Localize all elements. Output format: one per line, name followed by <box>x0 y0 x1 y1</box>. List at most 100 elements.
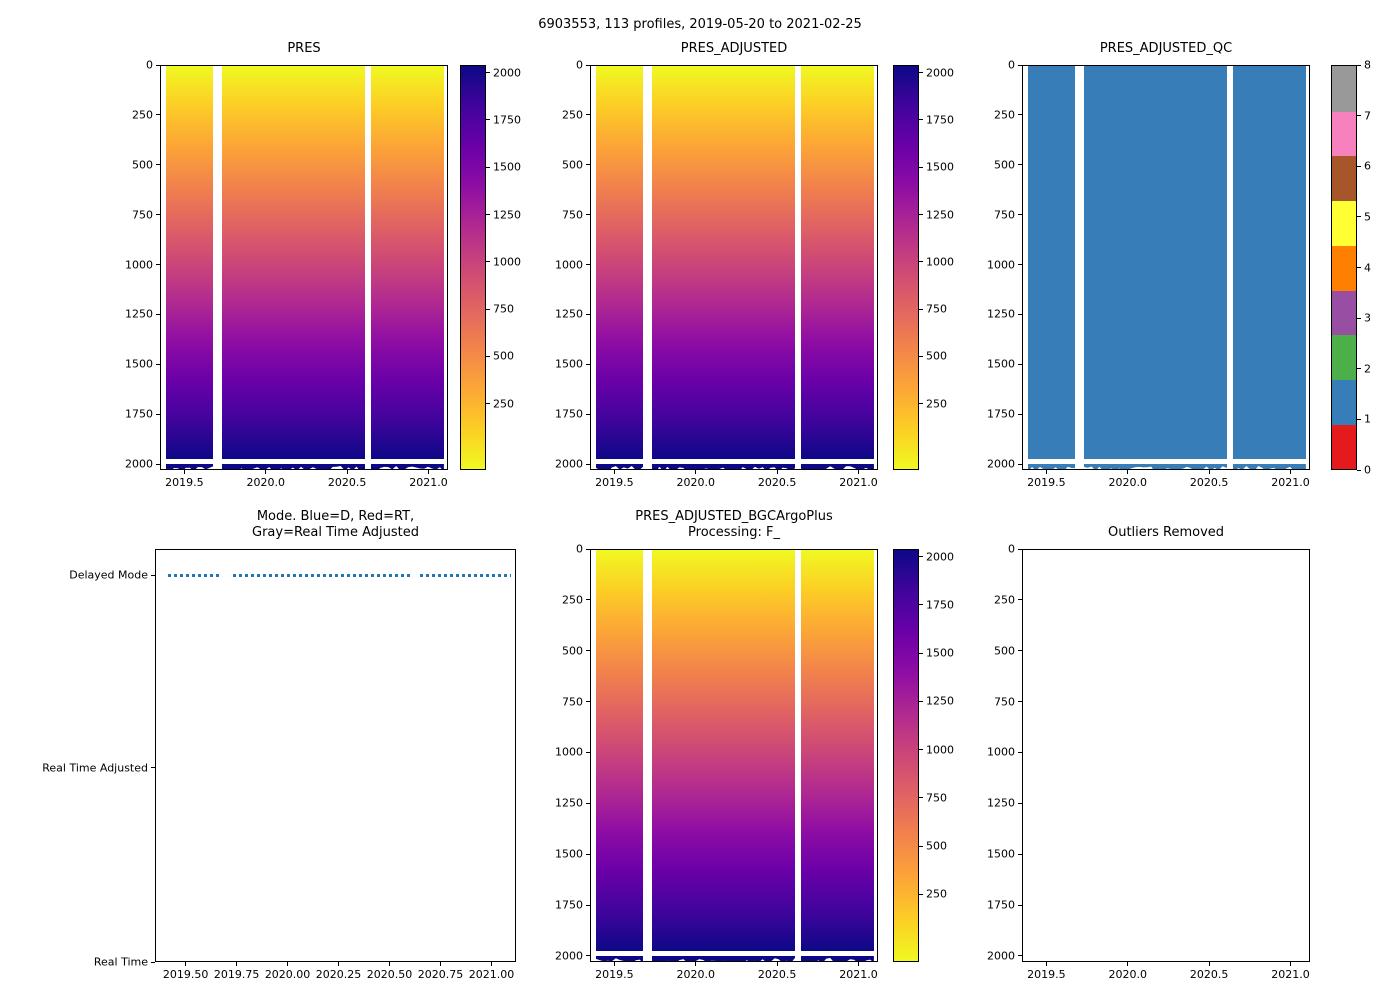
y-tick-label: 1000 <box>125 258 153 271</box>
colorbar-tick-label: 1750 <box>493 113 521 127</box>
x-tick-label: 2020.5 <box>327 476 367 489</box>
y-tick-label: 0 <box>1008 542 1015 556</box>
colorbar <box>893 65 919 470</box>
colorbar-tick-label: 7 <box>1364 109 1371 123</box>
y-category-label: Delayed Mode <box>69 568 148 582</box>
colorbar-tick-label: 500 <box>926 349 947 363</box>
plot-title: Outliers Removed <box>1022 525 1310 541</box>
plot-title: PRES_ADJUSTED_BGCArgoPlus Processing: F_ <box>590 509 878 541</box>
x-tick-mark <box>776 962 778 966</box>
x-tick-label: 2019.50 <box>162 968 209 981</box>
colorbar-segment <box>1332 289 1356 336</box>
colorbar-tick-mark <box>486 355 490 357</box>
y-tick-label: 1000 <box>555 745 583 759</box>
colorbar-tick-mark <box>1357 115 1361 117</box>
plot-area <box>161 66 447 469</box>
x-tick-mark <box>1289 962 1291 966</box>
x-tick-mark <box>491 962 493 966</box>
colorbar-tick-mark <box>919 403 923 405</box>
plot-title-line: Outliers Removed <box>1107 525 1225 540</box>
plot-title-line: Gray=Real Time Adjusted <box>252 525 419 540</box>
x-tick-mark <box>776 470 778 474</box>
plot-title-line: Mode. Blue=D, Red=RT, <box>256 509 415 524</box>
colorbar-tick-label: 250 <box>926 397 947 411</box>
y-tick-label: 1250 <box>555 796 583 810</box>
y-tick-label: 0 <box>576 542 583 556</box>
plot-title: PRES_ADJUSTED <box>590 41 878 57</box>
plot-title-line: Processing: F_ <box>688 525 780 540</box>
y-tick-label: 500 <box>994 158 1015 172</box>
colorbar-tick-mark <box>919 797 923 799</box>
colorbar-tick-label: 1250 <box>926 208 954 221</box>
colorbar-tick-label: 500 <box>926 839 947 853</box>
colorbar-tick-label: 6 <box>1364 159 1371 173</box>
colorbar-tick-mark <box>919 604 923 606</box>
y-tick-mark <box>1018 548 1022 550</box>
y-tick-mark <box>156 463 160 465</box>
y-tick-mark <box>586 114 590 116</box>
y-tick-label: 0 <box>146 58 153 72</box>
heatmap-fill <box>1027 66 1306 459</box>
y-tick-mark <box>586 955 590 957</box>
time-gap <box>1074 66 1085 469</box>
x-tick-mark <box>1045 470 1047 474</box>
colorbar-tick-label: 1500 <box>926 646 954 660</box>
y-tick-label: 0 <box>1008 58 1015 72</box>
y-tick-mark <box>151 574 155 576</box>
y-tick-mark <box>586 853 590 855</box>
y-tick-mark <box>586 413 590 415</box>
colorbar-tick-mark <box>1357 216 1361 218</box>
y-tick-label: 500 <box>994 644 1015 658</box>
colorbar-tick-mark <box>1357 368 1361 370</box>
y-tick-mark <box>586 164 590 166</box>
colorbar-segment <box>1332 245 1356 291</box>
colorbar-tick-mark <box>919 308 923 310</box>
y-tick-label: 1750 <box>555 407 583 421</box>
colorbar-tick-mark <box>1357 267 1361 268</box>
colorbar-tick-mark <box>1357 469 1361 471</box>
x-tick-label: 2019.5 <box>595 968 634 981</box>
x-tick-label: 2020.0 <box>676 968 716 981</box>
plot-title: PRES_ADJUSTED_QC <box>1022 41 1310 57</box>
plot-area <box>1023 66 1309 469</box>
time-gap <box>212 66 223 469</box>
x-tick-mark <box>236 962 238 966</box>
x-tick-mark <box>427 470 429 474</box>
y-tick-label: 1500 <box>987 357 1015 371</box>
x-tick-label: 2019.5 <box>1027 476 1066 489</box>
colorbar <box>893 549 919 962</box>
colorbar-tick-label: 2000 <box>493 66 521 80</box>
colorbar-tick-mark <box>919 893 923 895</box>
colorbar-segment <box>1332 200 1356 246</box>
colorbar-tick-mark <box>1357 418 1361 420</box>
colorbar-tick-label: 750 <box>926 791 947 805</box>
figure-suptitle: 6903553, 113 profiles, 2019-05-20 to 202… <box>538 17 862 32</box>
axes-pres <box>160 65 448 470</box>
profile-bottom-edge <box>595 950 874 961</box>
colorbar-tick-mark <box>1357 165 1361 167</box>
colorbar-segment <box>1332 110 1356 157</box>
time-gap <box>364 66 372 469</box>
profile-bottom-edge <box>1027 458 1306 469</box>
colorbar-tick-label: 0 <box>1364 463 1371 477</box>
y-tick-label: 1250 <box>125 307 153 321</box>
y-tick-mark <box>586 214 590 216</box>
y-tick-mark <box>586 64 590 66</box>
y-tick-mark <box>1018 214 1022 216</box>
y-tick-label: 0 <box>576 58 583 72</box>
colorbar-tick-label: 1000 <box>493 255 521 269</box>
y-tick-mark <box>151 767 155 769</box>
colorbar-tick-label: 5 <box>1364 210 1371 224</box>
y-tick-label: 750 <box>994 695 1015 709</box>
colorbar-segment <box>1332 155 1356 202</box>
y-tick-label: 1250 <box>555 307 583 321</box>
colorbar-scale <box>894 550 918 961</box>
colorbar-tick-label: 1000 <box>926 255 954 269</box>
y-tick-mark <box>1018 650 1022 652</box>
y-tick-label: 2000 <box>555 457 583 471</box>
y-tick-mark <box>1018 701 1022 703</box>
